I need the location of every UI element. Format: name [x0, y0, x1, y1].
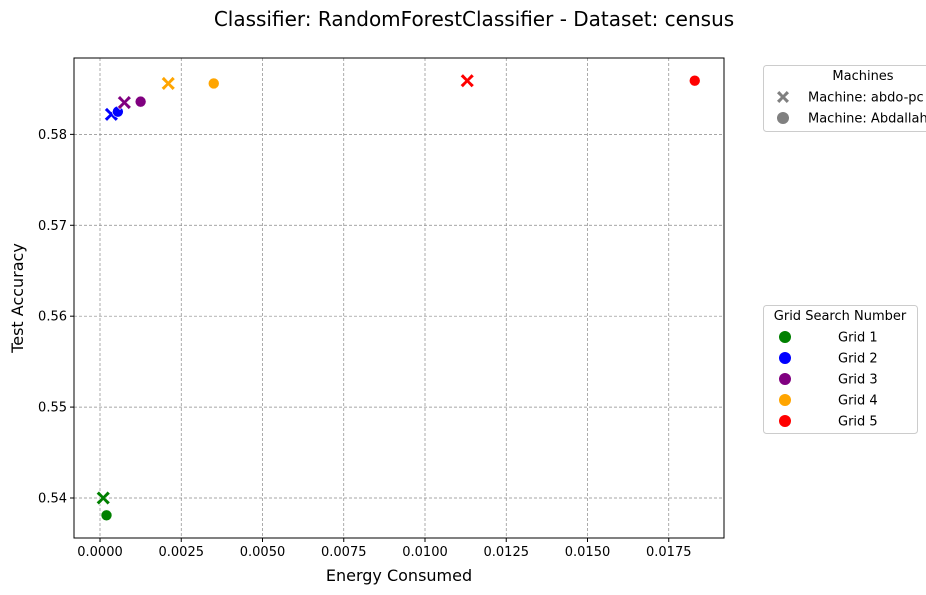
data-point-circle-marker [207, 77, 220, 90]
legend-circle-marker-icon [777, 112, 789, 124]
x-axis-ticks: 0.0000 0.0025 0.0050 0.0075 0.0100 0.0125 0.01… [77, 538, 692, 560]
machines-legend-title: Machines [832, 69, 893, 84]
y-tick-label: 0.54 [38, 492, 67, 507]
data-points [95, 73, 701, 522]
grid-legend-label: Grid 1 [838, 331, 878, 346]
y-tick-label: 0.58 [38, 128, 67, 143]
x-tick-label: 0.0100 [402, 545, 448, 560]
data-point-x-marker [95, 490, 111, 506]
data-point-circle-marker [688, 74, 701, 87]
x-tick-label: 0.0125 [484, 545, 530, 560]
machines-legend: Machines Machine: abdo-pc Machine: Abdall… [763, 65, 926, 132]
y-axis-label: Test Accuracy [8, 243, 27, 354]
y-tick-label: 0.56 [38, 310, 67, 325]
x-tick-label: 0.0025 [159, 545, 205, 560]
y-tick-label: 0.57 [38, 219, 67, 234]
grid-legend-entries: Grid 1 Grid 2 Grid 3 Grid 4 Grid 5 [779, 331, 878, 430]
data-point-circle-marker [100, 509, 113, 522]
machines-legend-box [763, 65, 926, 132]
y-tick-label: 0.55 [38, 401, 67, 416]
data-point-x-marker [459, 73, 475, 89]
legend-circle-marker-icon [779, 352, 791, 364]
x-tick-label: 0.0050 [240, 545, 286, 560]
machine-legend-label: Machine: Abdallah [808, 112, 926, 127]
grid-legend-label: Grid 3 [838, 373, 878, 388]
machine-legend-label: Machine: abdo-pc [808, 91, 924, 106]
grid-lines [74, 58, 724, 538]
x-tick-label: 0.0175 [646, 545, 692, 560]
machines-legend-entries: Machine: abdo-pc Machine: Abdallah [777, 91, 926, 127]
data-point-x-marker [160, 76, 176, 91]
x-tick-label: 0.0075 [321, 545, 367, 560]
plot-frame [73, 57, 725, 539]
legend-circle-marker-icon [779, 415, 791, 427]
grid-legend-label: Grid 4 [838, 394, 878, 409]
data-point-circle-marker [134, 95, 147, 108]
legend-circle-marker-icon [779, 394, 791, 406]
chart-title: Classifier: RandomForestClassifier - Dat… [214, 7, 734, 31]
legend-circle-marker-icon [779, 373, 791, 385]
x-tick-label: 0.0000 [77, 545, 123, 560]
grid-legend-label: Grid 5 [838, 415, 878, 430]
legend-circle-marker-icon [779, 331, 791, 343]
grid-legend-label: Grid 2 [838, 352, 878, 367]
x-axis-label: Energy Consumed [326, 566, 472, 585]
grid-legend-box [763, 305, 918, 434]
y-axis-ticks: 0.54 0.55 0.56 0.57 0.58 [38, 128, 74, 507]
grid-legend-title: Grid Search Number [774, 309, 907, 324]
legend-x-marker-icon [777, 91, 789, 103]
data-point-x-marker [116, 95, 132, 110]
x-tick-label: 0.0150 [565, 545, 611, 560]
